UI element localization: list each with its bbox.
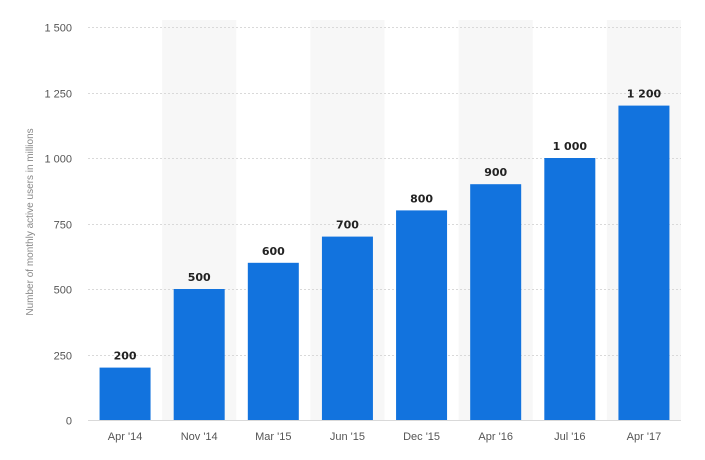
- bar: [99, 367, 151, 420]
- data-label: 900: [484, 166, 507, 179]
- bar: [247, 262, 299, 420]
- y-tick-label: 0: [66, 416, 72, 428]
- data-label: 200: [114, 350, 137, 363]
- data-label: 1 200: [627, 88, 662, 101]
- y-tick-label: 500: [54, 285, 72, 297]
- x-tick-label: Nov '14: [181, 431, 218, 443]
- bar: [173, 289, 225, 420]
- y-tick-label: 1 250: [44, 89, 72, 101]
- gridlines: [88, 27, 681, 421]
- x-tick-label: Apr '14: [108, 431, 143, 443]
- y-tick-label: 1 000: [44, 154, 72, 166]
- data-labels: 200 500 600 700 800 900 1 000 1 200: [114, 88, 662, 363]
- x-tick-label: Apr '17: [627, 431, 662, 443]
- x-tick-label: Apr '16: [478, 431, 513, 443]
- y-tick-label: 750: [54, 220, 72, 232]
- x-tick-label: Mar '15: [255, 431, 291, 443]
- x-axis-ticks: Apr '14 Nov '14 Mar '15 Jun '15 Dec '15 Apr '…: [108, 431, 661, 443]
- y-axis-label: Number of monthly active users in millio…: [25, 128, 36, 315]
- data-label: 600: [262, 245, 285, 258]
- bar: [396, 210, 448, 420]
- bar: [544, 158, 596, 420]
- x-tick-label: Dec '15: [403, 431, 440, 443]
- y-tick-label: 250: [54, 351, 72, 363]
- data-label: 1 000: [553, 140, 588, 153]
- y-axis-ticks: 0 250 500 750 1 000 1 250 1 500: [44, 23, 72, 428]
- data-label: 800: [410, 192, 433, 205]
- data-label: 500: [188, 271, 211, 284]
- x-tick-label: Jul '16: [554, 431, 585, 443]
- bar: [321, 236, 373, 420]
- bar: [470, 184, 522, 420]
- bar: [618, 105, 670, 420]
- bars: [99, 105, 670, 420]
- y-tick-label: 1 500: [44, 23, 72, 35]
- x-tick-label: Jun '15: [330, 431, 365, 443]
- data-label: 700: [336, 219, 359, 232]
